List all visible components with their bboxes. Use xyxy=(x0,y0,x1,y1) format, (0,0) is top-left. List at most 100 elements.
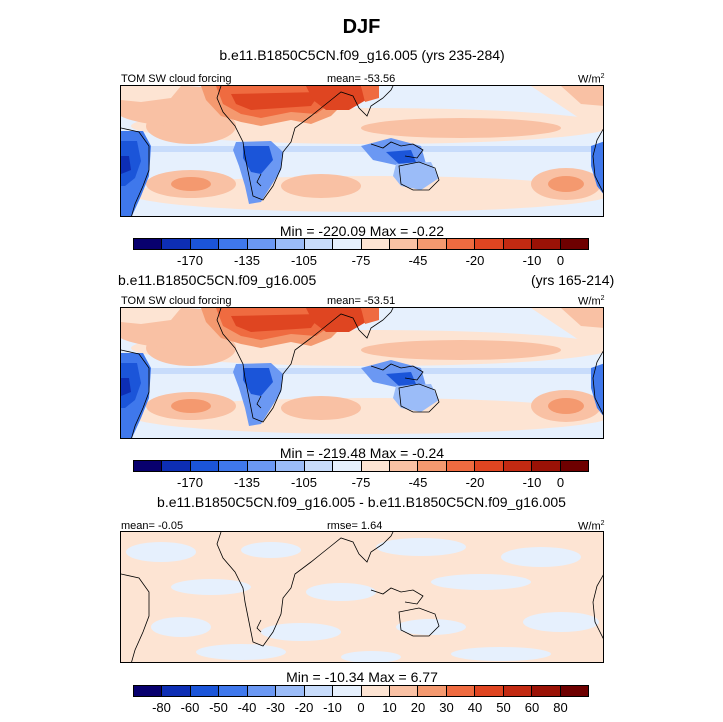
cbar3-tick: -10 xyxy=(323,700,342,715)
cbar3-swatch xyxy=(389,686,419,696)
cbar2-swatch xyxy=(560,461,588,471)
p1-itcz xyxy=(121,146,603,152)
panel2-field xyxy=(121,308,603,438)
colorbar-1-ticks: -170 -135 -105 -75 -45 -20 -10 0 xyxy=(133,253,589,269)
cbar3-tick: 50 xyxy=(496,700,511,715)
cbar3-tick: 60 xyxy=(524,700,540,715)
colorbar-3 xyxy=(133,685,589,697)
cbar2-swatch xyxy=(134,461,163,471)
cbar2-swatch xyxy=(276,461,305,471)
cbar3-swatch xyxy=(560,686,588,696)
panel1-map xyxy=(120,85,604,217)
p1-samerica-east xyxy=(591,141,603,194)
cbar2-swatch xyxy=(190,461,220,471)
p3-neg-blob xyxy=(171,579,251,595)
panel1-stats: Min = -220.09 Max = -0.22 xyxy=(279,223,445,239)
cbar3-swatch xyxy=(247,686,277,696)
p1-indian-south xyxy=(281,174,361,198)
p2-coast-africa-asia xyxy=(216,308,394,423)
p3-coast-madagascar xyxy=(256,619,262,633)
cbar2-swatch xyxy=(389,461,419,471)
cbar2-tick: -10 xyxy=(522,475,542,490)
p2-coast-australia xyxy=(398,383,440,413)
cbar3-tick: -20 xyxy=(294,700,314,715)
cbar1-tick: -170 xyxy=(176,253,204,268)
p1-namerica-core xyxy=(561,86,603,106)
cbar1-swatch xyxy=(134,239,163,249)
cbar3-swatch xyxy=(190,686,220,696)
cbar3-swatch xyxy=(475,686,504,696)
cbar3-tick: -60 xyxy=(180,700,200,715)
cbar1-swatch xyxy=(503,239,533,249)
panel3-mean: mean= -0.05 xyxy=(121,520,184,532)
p3-neg-blob xyxy=(196,644,286,660)
cbar1-tick: -75 xyxy=(351,253,371,268)
cbar3-tick: 10 xyxy=(382,700,397,715)
cbar3-swatch xyxy=(333,686,362,696)
panel1-field xyxy=(121,86,603,216)
p1-maritime-core xyxy=(386,150,416,164)
cbar3-swatch xyxy=(532,686,561,696)
p1-coast-africa-asia xyxy=(216,86,394,201)
cbar3-tick: -30 xyxy=(266,700,285,715)
p2-pac-north xyxy=(361,340,561,360)
p3-neg-blob xyxy=(341,651,401,662)
cbar1-swatch xyxy=(276,239,305,249)
cbar1-swatch xyxy=(389,239,419,249)
cbar1-tick: -135 xyxy=(233,253,261,268)
p2-atl-south-core xyxy=(171,399,211,413)
p2-indian-south xyxy=(281,396,361,420)
cbar1-tick: -20 xyxy=(465,253,485,268)
p2-amazon xyxy=(121,378,131,396)
cbar1-swatch xyxy=(475,239,504,249)
panel3-units: W/m2 xyxy=(578,520,605,533)
cbar2-tick: -170 xyxy=(176,475,204,490)
cbar1-swatch xyxy=(418,239,447,249)
p2-australia xyxy=(393,384,439,412)
p1-pac-south-core xyxy=(548,176,584,192)
colorbar-2-ticks: -170 -135 -105 -75 -45 -20 -10 0 xyxy=(133,475,589,491)
panel1-coastlines xyxy=(121,86,603,216)
p3-neg-blob xyxy=(261,623,341,641)
cbar2-swatch xyxy=(475,461,504,471)
cbar3-swatch xyxy=(276,686,305,696)
case2-years: (yrs 165-214) xyxy=(531,272,615,288)
p1-coast-pacific-east xyxy=(592,128,603,193)
case1-title: b.e11.B1850C5CN.f09_g16.005 (yrs 235-284… xyxy=(219,47,505,63)
cbar1-swatch xyxy=(190,239,220,249)
panel2-field-label: TOM SW cloud forcing xyxy=(121,295,232,307)
p1-atl-south-core xyxy=(171,177,211,191)
cbar2-swatch xyxy=(333,461,362,471)
p2-itcz xyxy=(121,368,603,374)
cbar3-tick: 30 xyxy=(439,700,454,715)
cbar3-tick: 0 xyxy=(357,700,365,715)
panel3-map xyxy=(120,531,604,663)
p2-samerica-east xyxy=(591,363,603,416)
cbar2-swatch xyxy=(503,461,533,471)
p2-coast-samerica xyxy=(121,349,150,438)
panel2-map xyxy=(120,307,604,439)
p2-maritime-core xyxy=(386,372,416,386)
p3-neg-blob xyxy=(431,574,531,590)
p2-asia-core xyxy=(306,308,366,332)
cbar2-tick: -135 xyxy=(233,475,261,490)
cbar2-swatch xyxy=(532,461,561,471)
cbar1-swatch xyxy=(446,239,476,249)
colorbar-1 xyxy=(133,238,589,250)
cbar3-tick: -50 xyxy=(209,700,228,715)
p3-neg-blob xyxy=(451,647,551,661)
cbar2-swatch xyxy=(219,461,248,471)
panel2-map-svg xyxy=(121,308,603,438)
panel2-mean: mean= -53.51 xyxy=(327,295,396,307)
p2-pac-south-core xyxy=(548,398,584,414)
cbar3-swatch xyxy=(503,686,533,696)
cbar1-swatch xyxy=(247,239,277,249)
p2-samerica-core xyxy=(121,363,141,408)
cbar3-swatch xyxy=(162,686,191,696)
cbar2-tick: 0 xyxy=(556,475,565,490)
season-title: DJF xyxy=(342,16,381,38)
p1-greenland xyxy=(121,86,181,102)
cbar2-swatch xyxy=(304,461,334,471)
p3-coast-indonesia xyxy=(370,587,424,605)
p2-greenland xyxy=(121,308,181,324)
